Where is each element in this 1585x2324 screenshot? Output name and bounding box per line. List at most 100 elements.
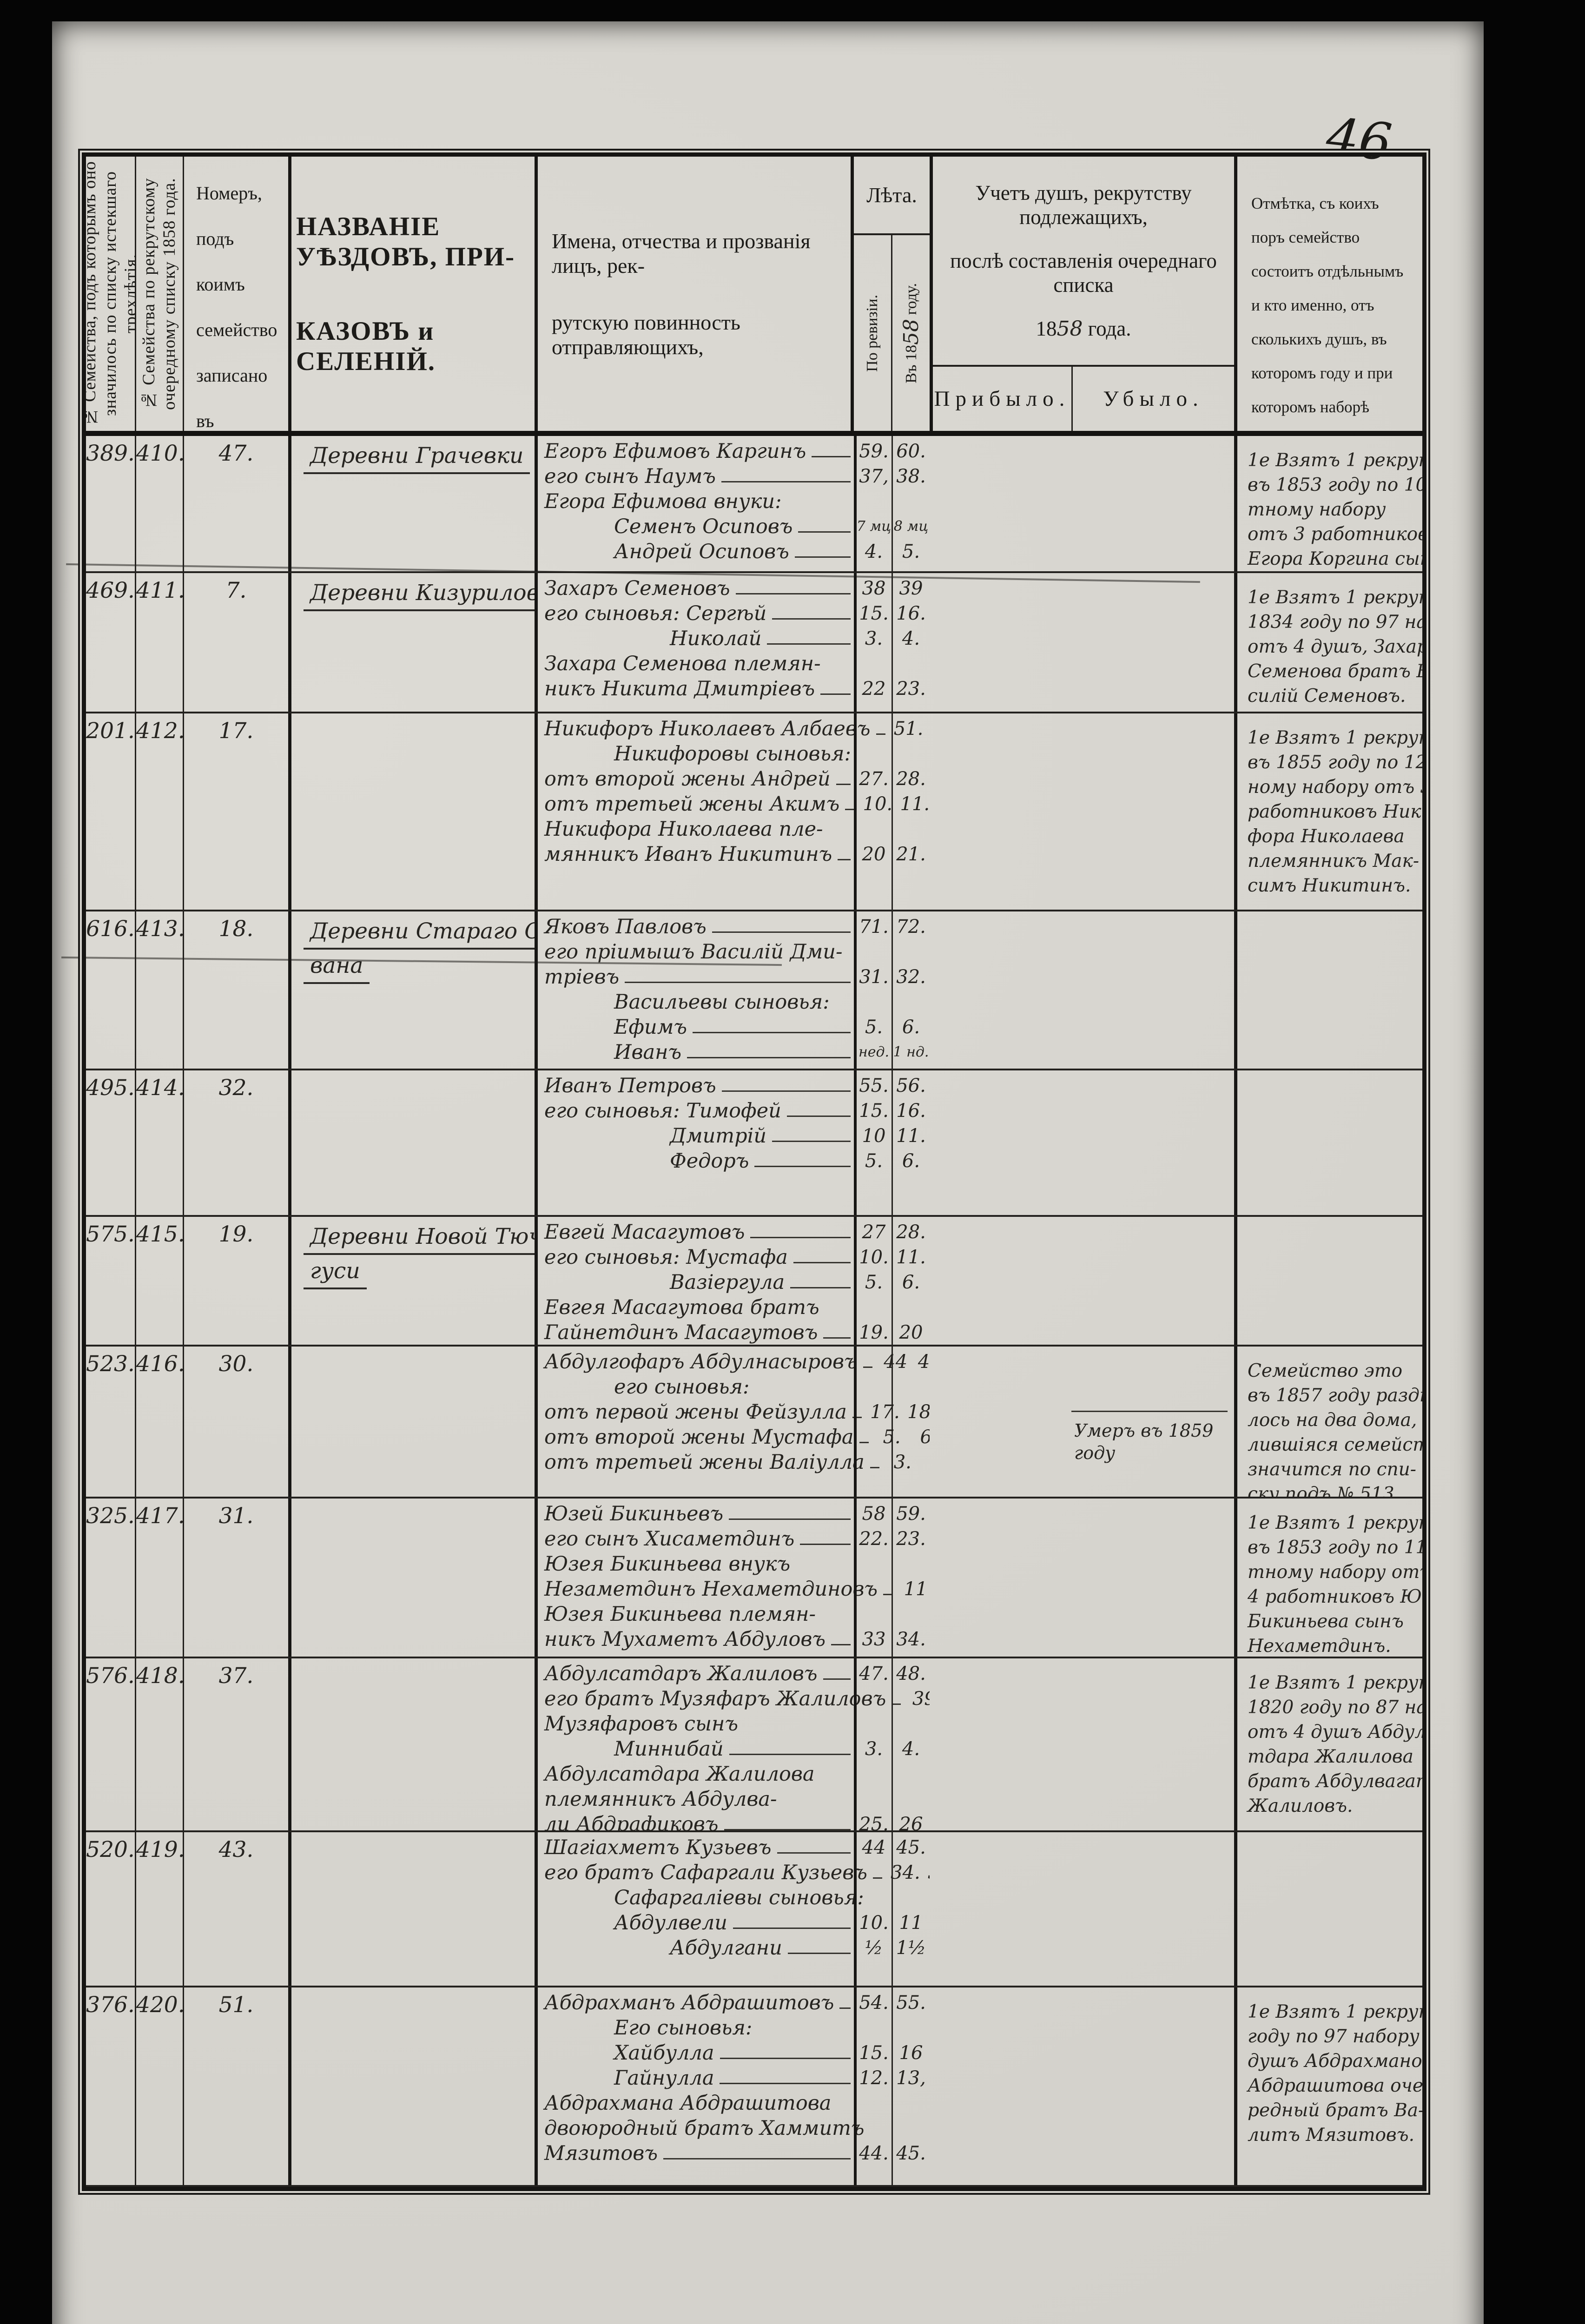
cell-family-no-previous: 469. [86,578,135,603]
age-by-revision: 15. [859,2042,889,2064]
remark-line: ному набору отъ 3- [1248,777,1422,798]
age-by-revision: 19. [859,1322,889,1343]
person-line: Абдулсатдара Жалилова [544,1762,930,1787]
leader-dash [772,618,851,620]
age-in-1858: 11. [896,1247,926,1268]
person-name: Никифоръ Николаевъ Албаевъ [544,717,871,740]
person-name: Абдулсатдаръ Жалиловъ [544,1662,818,1685]
age-by-revision: 34. [891,1862,920,1883]
person-name: никъ Мухаметъ Абдуловъ [544,1628,826,1651]
cell-village-name [288,1832,535,1986]
person-name: Евгей Масагутовъ [544,1221,745,1244]
age-by-revision: 47. [859,1663,889,1684]
cell-departed [1071,573,1234,712]
cell-family-no-recruit-list: 414. [135,1070,183,1215]
header-age-in-1858: Въ 1858 году. [891,235,930,431]
leader-dash [729,1519,851,1520]
person-name: Юзея Бикиньева племян- [544,1603,816,1626]
person-line: Семенъ Осиповъ 7 мц 8 мц [544,514,930,539]
age-by-revision: 22 [862,678,886,700]
person-name: отъ второй жены Мустафа [544,1426,854,1449]
remark-line: отъ 4 душъ, Захара [1248,636,1422,657]
age-in-1858: 4. [902,628,920,649]
person-name: Яковъ Павловъ [544,915,707,938]
cell-family-no-previous: 201. [86,718,135,744]
person-line: Евгея Масагутова братъ [544,1295,930,1320]
cell-departed [1071,713,1234,910]
person-line: Абдрахманъ Абдрашитовъ 54. 55. [544,1990,930,2015]
person-line: Захаръ Семеновъ 38 39 [544,576,930,601]
header-souls-accounting: Учетъ душъ, рекрутству подлежащихъ, посл… [930,157,1234,431]
leader-dash [693,1032,851,1033]
remark-line: Жалиловъ. [1248,1796,1353,1816]
cell-village-name [288,1499,535,1657]
cell-remark: 1е Взятъ 1 рекрутъ въ 1853 году по 10 час… [1234,436,1422,571]
age-in-1858: 72. [896,916,926,938]
remark-line: племянникъ Мак- [1248,851,1420,872]
person-line: Мязитовъ 44. 45. [544,2141,930,2166]
age-by-revision: 44 [862,1837,886,1858]
leader-dash [892,1703,901,1705]
remark-line: тдара Жалилова [1248,1746,1413,1767]
person-line: Юзей Бикиньевъ 58 59. [544,1501,930,1526]
age-in-1858: 55. [896,1992,926,2014]
leader-dash [831,1644,851,1645]
person-name: отъ первой жены Фейзулла [544,1400,847,1424]
remark-line: значится по спи- [1248,1459,1416,1480]
header-label: Учетъ душъ, рекрутству подлежащихъ, [975,181,1192,229]
cell-family-no-previous: 575. [86,1221,135,1247]
header-names: Имена, отчества и прозванія лицъ, рек- р… [538,157,851,431]
family-row: 495. 414. 32. Иванъ Петровъ 55. 56. его сыновь… [86,1070,1422,1217]
cell-persons: Абдулгофаръ Абдулнасыровъ 44 45. его сыновь… [535,1347,930,1497]
cell-remark: 1е Взятъ 1 рекрутъ въ 1820 году по 87 наб… [1234,1658,1422,1830]
cell-revision-number: 17. [183,713,288,910]
header-label: 1858 года. [1036,317,1131,341]
header-remark: Отмѣтка, съ коихъ поръ семейство состоит… [1234,157,1422,431]
cell-family-no-previous: 520. [86,1837,135,1862]
remark-line: 1834 году по 97 набору [1248,612,1422,633]
person-line: Евгей Масагутовъ 27 28. [544,1220,930,1245]
person-name: Абдрахмана Абдрашитова [544,2092,832,2115]
leader-dash [852,1417,862,1418]
village-name-line: вана [304,950,370,984]
person-name: Семенъ Осиповъ [614,515,793,538]
person-name: Шагіахметъ Кузьевъ [544,1836,772,1859]
cell-arrived [930,436,1071,571]
leader-dash [823,1678,851,1680]
header-souls-accounting-title: Учетъ душъ, рекрутству подлежащихъ, посл… [933,157,1234,367]
leader-dash [883,1594,893,1595]
remark-line: въ 1855 году по 12 част- [1248,752,1422,773]
column-line [854,1070,857,1215]
leader-dash [839,2007,851,2009]
age-by-revision: 71. [859,916,889,938]
cell-remark [1234,911,1422,1069]
person-name: Никифоровы сыновья: [614,742,851,766]
leader-dash [794,556,851,558]
leader-dash [870,1467,879,1468]
person-name: Захаръ Семеновъ [544,577,730,600]
person-name: Гайнетдинъ Масагутовъ [544,1321,818,1344]
remark-line: 1820 году по 87 набору [1248,1697,1422,1718]
remark-line: 1е Взятъ 1 рекрутъ въ [1248,1672,1422,1693]
cell-family-no-previous: 576. [86,1663,135,1689]
age-in-1858: 11 [899,1912,923,1934]
person-line: Его сыновья: [544,2015,930,2040]
cell-persons: Шагіахметъ Кузьевъ 44 45. его братъ Сафарга… [535,1832,930,1986]
age-by-revision: 54. [859,1992,889,2014]
person-line: его сыновья: Мустафа 10. 11. [544,1245,930,1270]
remark-line: Егора Коргина сынъ [1248,548,1422,569]
cell-family-no-recruit-list: 413. [135,911,183,1069]
remark-line: Абдрашитова оче- [1248,2075,1422,2096]
age-by-revision: 59. [859,441,889,462]
person-name: Иванъ [614,1041,682,1064]
cell-family-no-recruit-list: 412. [135,713,183,910]
person-line: Гайнулла 12. 13, [544,2066,930,2091]
cell-remark: Семейство это въ 1857 году раздѣли-лось н… [1234,1347,1422,1497]
person-name: Мязитовъ [544,2142,658,2165]
leader-dash [859,1442,869,1443]
remark-line: 1е Взятъ 1 рекрутъ въ 1831 [1248,2001,1422,2022]
cell-revision-number: 47. [183,436,288,571]
cell-departed [1071,436,1234,571]
cell-remark: 1е Взятъ 1 рекрутъ въ 1853 году по 11 час… [1234,1499,1422,1657]
